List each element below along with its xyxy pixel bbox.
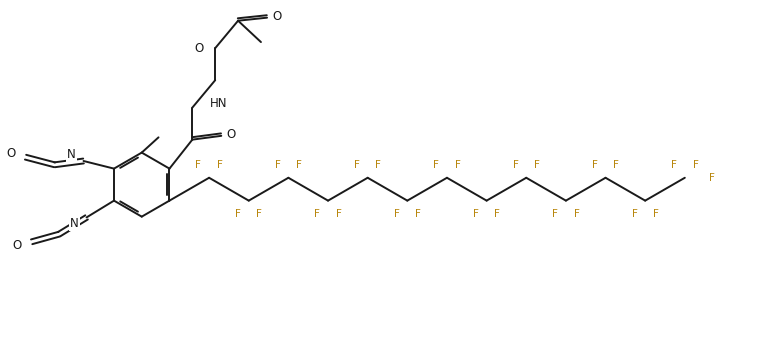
Text: F: F <box>296 160 302 170</box>
Text: F: F <box>693 160 699 170</box>
Text: F: F <box>393 209 400 218</box>
Text: F: F <box>354 160 360 170</box>
Text: F: F <box>455 160 460 170</box>
Text: F: F <box>375 160 381 170</box>
Text: F: F <box>196 160 201 170</box>
Text: N: N <box>70 217 79 230</box>
Text: F: F <box>534 160 540 170</box>
Text: N: N <box>67 148 76 161</box>
Text: O: O <box>227 128 236 141</box>
Text: F: F <box>433 160 439 170</box>
Text: F: F <box>613 160 619 170</box>
Text: F: F <box>217 160 223 170</box>
Text: F: F <box>709 173 714 183</box>
Text: O: O <box>273 10 281 23</box>
Text: F: F <box>495 209 500 218</box>
Text: F: F <box>275 160 280 170</box>
Text: F: F <box>235 209 241 218</box>
Text: F: F <box>573 209 580 218</box>
Text: O: O <box>6 147 16 160</box>
Text: F: F <box>473 209 479 218</box>
Text: O: O <box>195 42 204 55</box>
Text: F: F <box>552 209 559 218</box>
Text: F: F <box>653 209 659 218</box>
Text: F: F <box>513 160 519 170</box>
Text: F: F <box>671 160 677 170</box>
Text: F: F <box>592 160 597 170</box>
Text: F: F <box>336 209 342 218</box>
Text: HN: HN <box>210 97 227 110</box>
Text: F: F <box>415 209 421 218</box>
Text: F: F <box>256 209 263 218</box>
Text: O: O <box>12 239 22 252</box>
Text: F: F <box>315 209 320 218</box>
Text: F: F <box>632 209 637 218</box>
